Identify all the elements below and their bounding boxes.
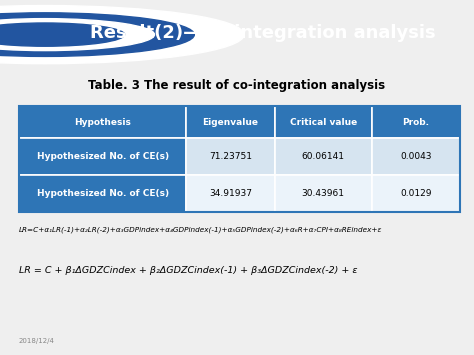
Bar bbox=[372, 175, 460, 212]
Bar bbox=[19, 106, 460, 212]
Bar bbox=[186, 106, 274, 138]
Bar bbox=[274, 175, 372, 212]
Bar bbox=[186, 138, 274, 175]
Circle shape bbox=[0, 6, 244, 64]
Text: Result(2)—Co-integration analysis: Result(2)—Co-integration analysis bbox=[90, 24, 436, 42]
Bar bbox=[274, 106, 372, 138]
Bar bbox=[186, 175, 274, 212]
Text: 2018/12/4: 2018/12/4 bbox=[19, 338, 55, 344]
Text: 0.0043: 0.0043 bbox=[400, 152, 431, 161]
Text: LR=C+α₁LR(-1)+α₂LR(-2)+α₃GDPindex+α₄GDPindex(-1)+α₅GDPindex(-2)+α₆R+α₇CPI+α₈REin: LR=C+α₁LR(-1)+α₂LR(-2)+α₃GDPindex+α₄GDPi… bbox=[19, 226, 383, 233]
Text: Eigenvalue: Eigenvalue bbox=[202, 118, 258, 127]
Text: 71.23751: 71.23751 bbox=[209, 152, 252, 161]
Text: Table. 3 The result of co-integration analysis: Table. 3 The result of co-integration an… bbox=[89, 79, 385, 92]
Text: 30.43961: 30.43961 bbox=[301, 189, 345, 198]
Circle shape bbox=[0, 23, 125, 46]
Text: 60.06141: 60.06141 bbox=[301, 152, 345, 161]
Bar bbox=[372, 138, 460, 175]
Text: Critical value: Critical value bbox=[290, 118, 357, 127]
Bar bbox=[19, 175, 186, 212]
Text: Prob.: Prob. bbox=[402, 118, 429, 127]
Bar bbox=[274, 138, 372, 175]
Bar bbox=[372, 106, 460, 138]
Text: 0.0129: 0.0129 bbox=[400, 189, 431, 198]
Text: LR = C + β₁ΔGDZCindex + β₂ΔGDZCindex(-1) + β₃ΔGDZCindex(-2) + ε: LR = C + β₁ΔGDZCindex + β₂ΔGDZCindex(-1)… bbox=[19, 266, 357, 275]
Text: 34.91937: 34.91937 bbox=[209, 189, 252, 198]
Text: Hypothesized No. of CE(s): Hypothesized No. of CE(s) bbox=[36, 189, 169, 198]
Text: Hypothesis: Hypothesis bbox=[74, 118, 131, 127]
Circle shape bbox=[0, 13, 194, 56]
Text: Hypothesized No. of CE(s): Hypothesized No. of CE(s) bbox=[36, 152, 169, 161]
Bar bbox=[19, 106, 186, 138]
Bar bbox=[19, 138, 186, 175]
Circle shape bbox=[0, 18, 155, 51]
